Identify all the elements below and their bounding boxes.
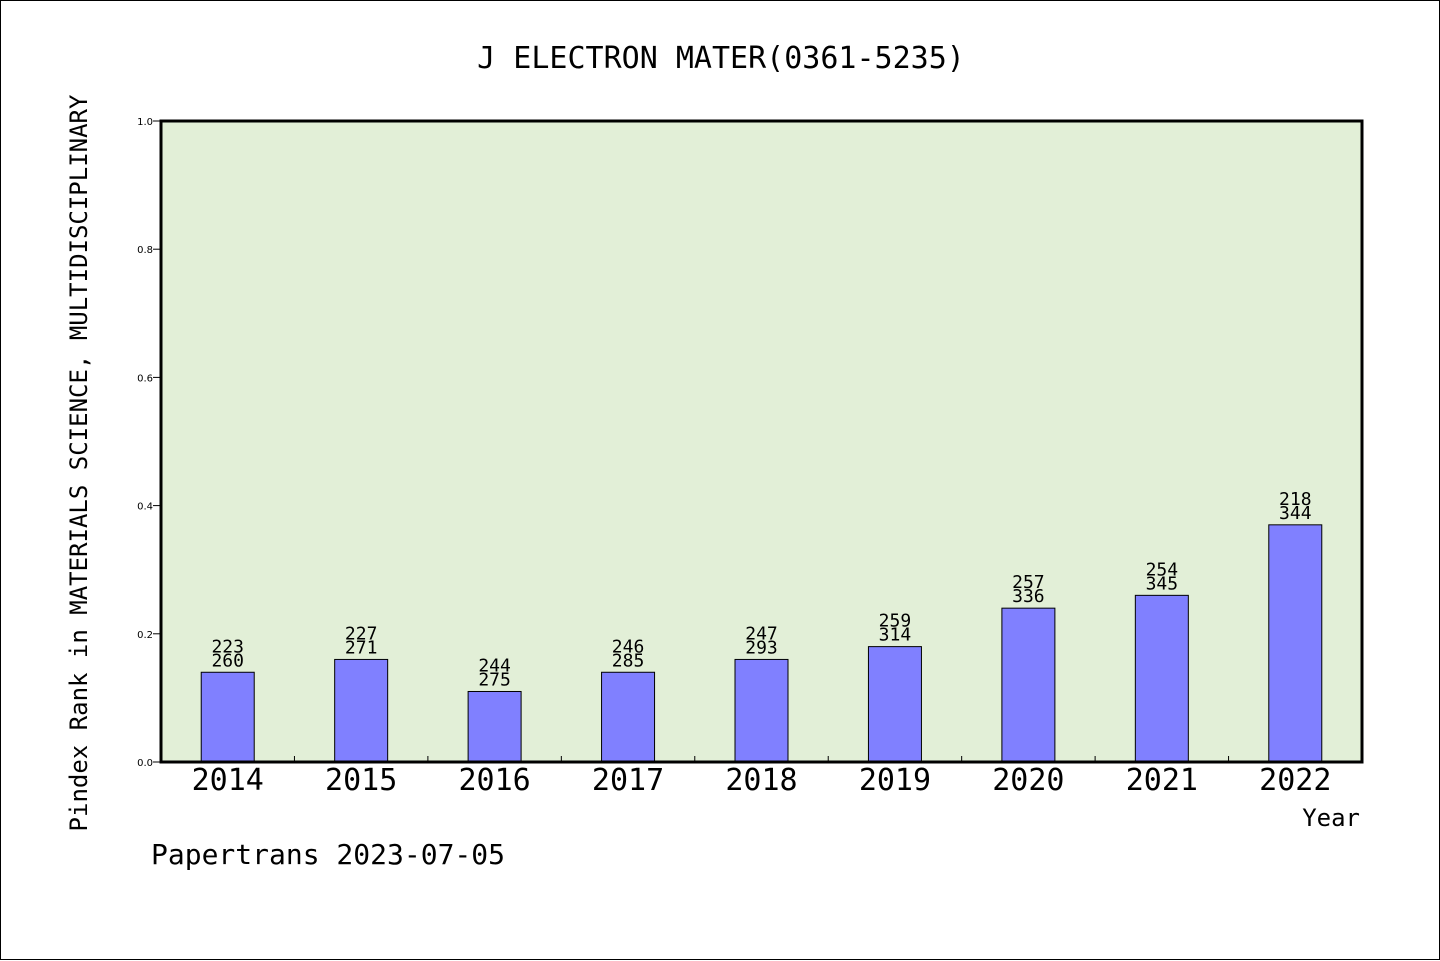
- bar-total-label: 285: [612, 650, 645, 671]
- bar-rank-label: 254: [1146, 559, 1179, 580]
- x-tick-label: 2021: [1126, 763, 1198, 798]
- bar: [1268, 524, 1323, 763]
- bar-rank-label: 247: [745, 623, 778, 644]
- y-tick-label: 1.0: [137, 117, 153, 128]
- y-tick-label: 0.4: [137, 502, 153, 513]
- bar-rank-label: 244: [478, 655, 511, 676]
- bar-total-label: 271: [345, 637, 378, 658]
- bar: [601, 671, 656, 763]
- bar-total-label: 344: [1279, 503, 1312, 524]
- chart-title: J ELECTRON MATER(0361-5235): [477, 41, 965, 76]
- x-tick-label: 2020: [992, 763, 1064, 798]
- x-tick-label: 2022: [1259, 763, 1331, 798]
- bar: [1134, 594, 1189, 763]
- y-tick-label: 0.8: [137, 245, 153, 256]
- bar-total-label: 260: [211, 650, 244, 671]
- y-axis: 0.0 0.2 0.4 0.6 0.8 1.0: [137, 117, 161, 769]
- x-axis-label: Year: [1302, 804, 1360, 832]
- bar: [334, 658, 389, 763]
- bar-rank-label: 246: [612, 636, 645, 657]
- bar-rank-label: 218: [1279, 489, 1312, 510]
- footer-credit: Papertrans 2023-07-05: [151, 838, 505, 871]
- bar-labels: 2232602272712442752462852472932593142573…: [211, 489, 1311, 691]
- bar: [1001, 607, 1056, 763]
- bar: [467, 690, 522, 763]
- bar-rank-label: 227: [345, 623, 378, 644]
- bar: [200, 671, 255, 763]
- bar: [734, 658, 789, 763]
- bar-rank-label: 259: [879, 611, 912, 632]
- y-axis-label: Pindex Rank in MATERIALS SCIENCE, MULTID…: [65, 94, 93, 831]
- y-tick-label: 0.6: [137, 373, 153, 384]
- x-tick-label: 2016: [458, 763, 530, 798]
- y-tick-label: 0.2: [137, 630, 153, 641]
- bar-rank-label: 223: [211, 636, 244, 657]
- plot-border: [159, 119, 1364, 764]
- bar-series: [200, 524, 1323, 763]
- x-axis: 2014 2015 2016 2017 2018 2019 2020 2021 2022: [192, 756, 1331, 798]
- bar: [867, 646, 922, 763]
- bar-total-label: 345: [1146, 573, 1179, 594]
- x-tick-label: 2017: [592, 763, 664, 798]
- bar-total-label: 336: [1012, 586, 1045, 607]
- bar-total-label: 314: [879, 625, 912, 646]
- y-tick-label: 0.0: [137, 758, 153, 769]
- x-tick-label: 2018: [725, 763, 797, 798]
- bar-rank-label: 257: [1012, 572, 1045, 593]
- bar-total-label: 293: [745, 637, 778, 658]
- x-tick-label: 2014: [192, 763, 264, 798]
- x-tick-label: 2015: [325, 763, 397, 798]
- bar-total-label: 275: [478, 669, 511, 690]
- x-tick-label: 2019: [859, 763, 931, 798]
